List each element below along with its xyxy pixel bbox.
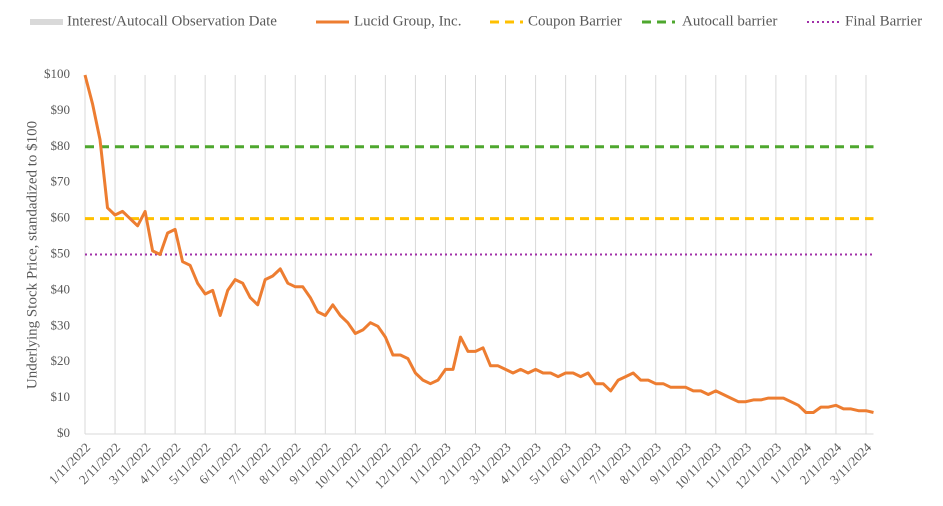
y-tick-label: $10 [51, 389, 71, 404]
legend-label: Interest/Autocall Observation Date [67, 13, 277, 29]
price-line [83, 74, 874, 414]
y-tick-label: $70 [51, 174, 71, 189]
y-tick-label: $50 [51, 245, 71, 260]
legend-label: Autocall barrier [682, 13, 777, 29]
legend-label: Lucid Group, Inc. [354, 13, 461, 29]
y-tick-label: $30 [51, 317, 71, 332]
legend-label: Final Barrier [845, 13, 922, 29]
legend-label: Coupon Barrier [528, 13, 622, 29]
y-tick-label: $90 [51, 102, 71, 117]
y-tick-label: $20 [51, 353, 71, 368]
y-tick-label: $0 [57, 425, 70, 440]
y-tick-label: $60 [51, 210, 71, 225]
y-tick-label: $40 [51, 281, 71, 296]
y-axis-label: Underlying Stock Price, standadized to $… [24, 121, 40, 389]
y-tick-label: $80 [51, 138, 71, 153]
y-tick-label: $100 [44, 66, 70, 81]
